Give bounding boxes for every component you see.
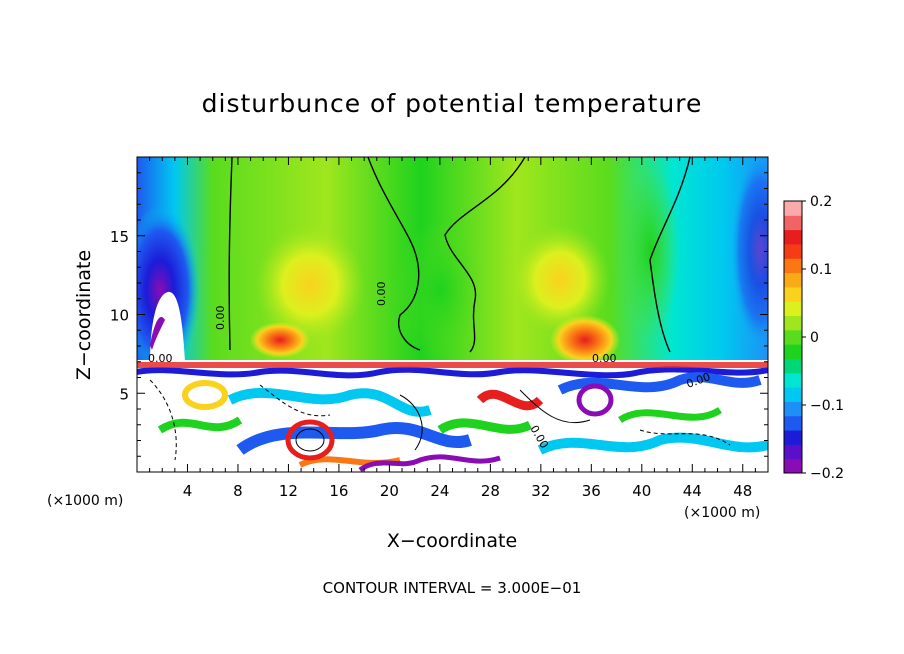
contour-label: 0.00 [375,282,388,307]
x-tick-label: 24 [430,482,449,500]
colorbar-swatch [784,258,802,274]
x-tick-label: 36 [582,482,601,500]
y-axis: 5 10 15 [110,172,768,457]
colorbar-tick-label: 0.1 [810,262,832,278]
contour-label: 0.00 [214,306,227,331]
colorbar-swatch [784,229,802,245]
colorbar-swatch [784,243,802,259]
x-tick-label: 32 [531,482,550,500]
contour-interval-note: CONTOUR INTERVAL = 3.000E−01 [323,579,582,597]
colorbar-swatch [784,301,802,317]
contour-label: 0.00 [148,352,173,365]
x-axis: 4 8 12 16 20 24 28 32 36 40 44 48 [149,157,756,500]
colorbar-tick-label: 0.2 [810,194,832,210]
y-tick-label: 10 [110,307,129,325]
colorbar-swatch [784,329,802,345]
x-tick-label: 8 [233,482,243,500]
colorbar-swatch [784,215,802,231]
colorbar-swatch [784,458,802,474]
contour-label: 0.00 [592,352,617,365]
colorbar-swatch [784,444,802,460]
x-axis-label: X−coordinate [387,530,517,552]
x-tick-label: 40 [632,482,651,500]
colorbar-swatch [784,387,802,402]
colorbar-tick-label: −0.2 [810,466,844,482]
colorbar: 0.2 0.1 0 −0.1 −0.2 [783,194,844,482]
y-axis-label: Z−coordinate [73,250,95,380]
x-unit-left: (×1000 m) [47,493,123,509]
x-tick-label: 28 [481,482,500,500]
x-tick-label: 48 [733,482,752,500]
x-tick-label: 12 [279,482,298,500]
colorbar-swatch [784,415,802,431]
plot-field [137,157,768,472]
colorbar-tick-label: 0 [810,330,819,346]
colorbar-swatch [784,201,802,216]
y-tick-label: 5 [119,385,129,403]
colorbar-tick-label: −0.1 [810,398,844,414]
colorbar-swatch [784,372,802,388]
x-unit-right: (×1000 m) [684,505,760,521]
colorbar-swatch [784,272,802,288]
x-tick-label: 4 [183,482,193,500]
x-tick-label: 16 [329,482,348,500]
colorbar-swatch [784,430,802,445]
x-tick-label: 20 [380,482,399,500]
colorbar-swatch [784,286,802,302]
chart-title: disturbunce of potential temperature [202,89,703,118]
colorbar-swatch [784,344,802,359]
colorbar-swatch [784,315,802,331]
colorbar-swatch [784,401,802,417]
colorbar-swatch [784,358,802,374]
y-tick-label: 15 [110,228,129,246]
x-tick-label: 44 [683,482,702,500]
